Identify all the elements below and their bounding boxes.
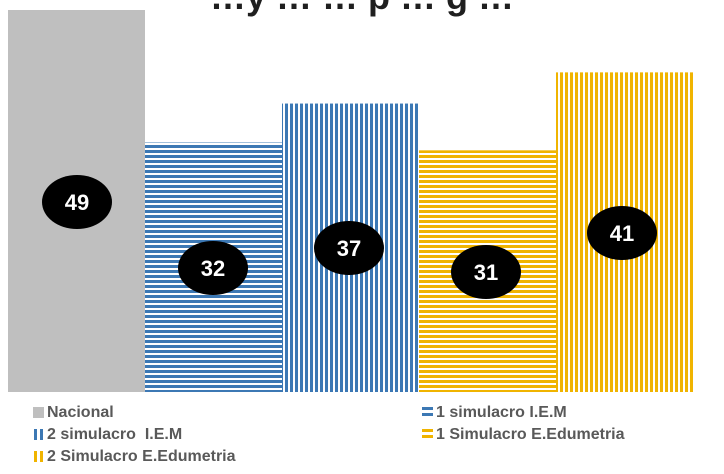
data-label-bg-1 xyxy=(42,175,112,229)
data-label-bg-2 xyxy=(178,241,248,295)
legend-swatch xyxy=(34,451,43,462)
legend-swatch xyxy=(34,429,43,440)
data-label-bg-3 xyxy=(314,221,384,275)
data-label-3: 37 xyxy=(337,236,361,261)
legend-swatch xyxy=(422,407,433,416)
legend-item-1: Nacional xyxy=(33,404,114,421)
legend-label: 1 Simulacro E.Edumetria xyxy=(436,426,625,443)
legend-item-3: 2 simulacro I.E.M xyxy=(34,426,182,443)
data-label-5: 41 xyxy=(610,221,634,246)
data-label-bg-4 xyxy=(451,245,521,299)
data-label-4: 31 xyxy=(474,260,498,285)
data-label-bg-5 xyxy=(587,206,657,260)
legend-item-2: 1 simulacro I.E.M xyxy=(422,404,567,421)
chart-title: …y … … p … g … xyxy=(210,0,514,17)
legend-swatch xyxy=(33,407,44,418)
legend-swatch xyxy=(422,429,433,438)
legend-label: 2 Simulacro E.Edumetria xyxy=(47,448,236,465)
data-label-2: 32 xyxy=(201,256,225,281)
legend-label: 1 simulacro I.E.M xyxy=(436,404,567,421)
data-label-1: 49 xyxy=(65,190,89,215)
legend-label: 2 simulacro I.E.M xyxy=(47,426,182,443)
legend-item-4: 1 Simulacro E.Edumetria xyxy=(422,426,625,443)
legend-label: Nacional xyxy=(47,404,114,421)
legend-item-5: 2 Simulacro E.Edumetria xyxy=(34,448,236,465)
